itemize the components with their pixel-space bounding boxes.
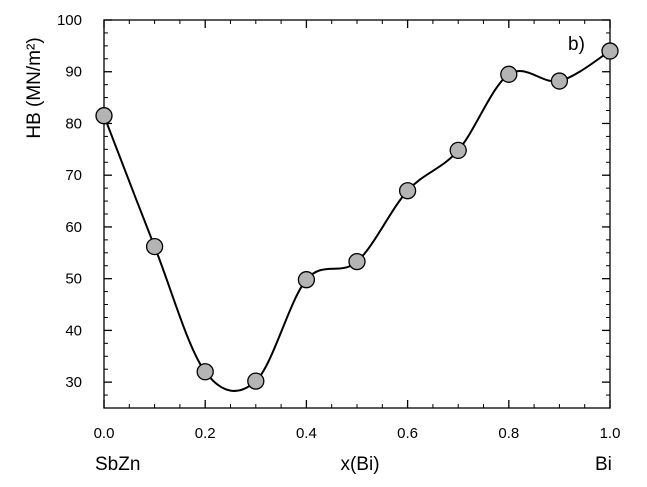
- data-point: [449, 141, 467, 160]
- y-tick-label: 70: [65, 167, 82, 184]
- data-point: [398, 182, 417, 200]
- data-markers: [95, 42, 619, 390]
- data-point: [348, 252, 366, 271]
- y-tick-label: 100: [57, 12, 82, 29]
- data-point: [550, 72, 569, 90]
- data-point: [145, 237, 164, 256]
- x-tick-label: 0.8: [498, 425, 519, 442]
- y-tick-label: 80: [65, 115, 82, 132]
- tick-labels: 0.0 0.2 0.4 0.6 0.8 1.0 30 40 50 60 70 80 90 100: [57, 12, 620, 442]
- ticks: [103, 19, 611, 409]
- x-tick-label: 0.4: [296, 425, 317, 442]
- x-tick-label: 1.0: [600, 425, 621, 442]
- data-point: [297, 271, 316, 289]
- y-tick-label: 60: [65, 219, 82, 236]
- data-point: [247, 372, 265, 390]
- x-tick-label: 0.2: [195, 425, 216, 442]
- x-tick-label: 0.0: [94, 425, 115, 442]
- data-point: [95, 107, 113, 125]
- y-tick-label: 40: [65, 322, 82, 339]
- plot-frame: [103, 19, 611, 409]
- data-point: [601, 42, 619, 60]
- y-axis-label: HB (MN/m²): [24, 37, 45, 138]
- y-tick-label: 50: [65, 271, 82, 288]
- x-tick-label: 0.6: [397, 425, 418, 442]
- data-point: [196, 363, 214, 381]
- series-line: [103, 50, 611, 392]
- y-tick-label: 90: [65, 64, 82, 81]
- x-right-end-label: Bi: [595, 454, 612, 475]
- panel-label: b): [568, 34, 585, 55]
- x-left-end-label: SbZn: [95, 454, 140, 475]
- y-tick-label: 30: [65, 374, 82, 391]
- data-point: [500, 65, 518, 83]
- x-axis-label: x(Bi): [340, 454, 379, 475]
